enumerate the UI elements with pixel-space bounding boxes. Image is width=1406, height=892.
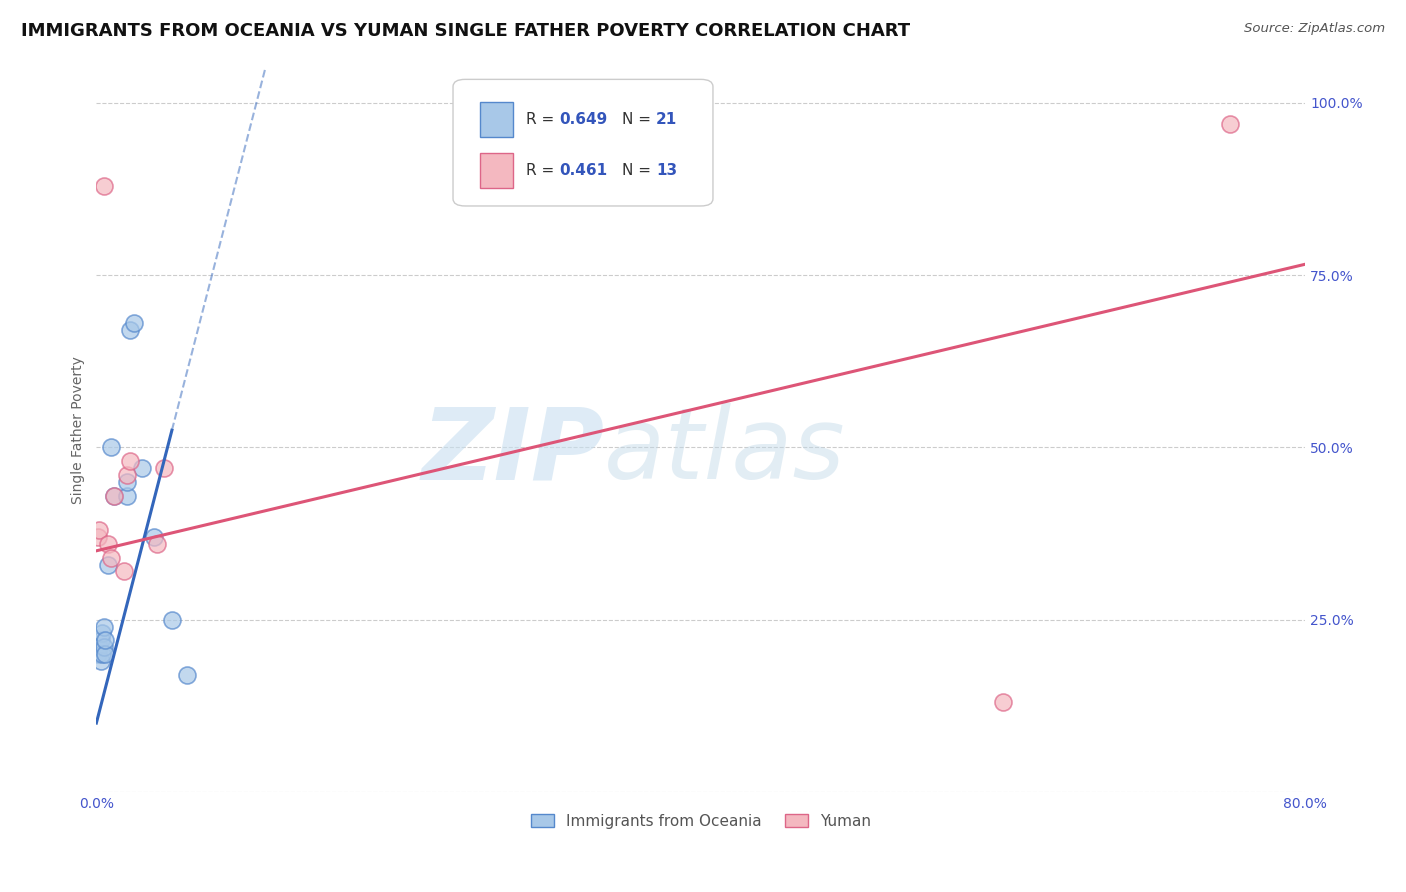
Point bbox=[89, 640, 111, 655]
Point bbox=[115, 489, 138, 503]
Point bbox=[103, 489, 125, 503]
Point bbox=[146, 537, 169, 551]
Text: atlas: atlas bbox=[605, 403, 846, 500]
FancyBboxPatch shape bbox=[479, 153, 513, 187]
Point bbox=[90, 654, 112, 668]
Y-axis label: Single Father Poverty: Single Father Poverty bbox=[72, 356, 86, 504]
FancyBboxPatch shape bbox=[453, 79, 713, 206]
FancyBboxPatch shape bbox=[479, 103, 513, 137]
Text: ZIP: ZIP bbox=[422, 403, 605, 500]
Point bbox=[93, 640, 115, 655]
Point bbox=[122, 317, 145, 331]
Point bbox=[115, 475, 138, 489]
Point bbox=[94, 633, 117, 648]
Point bbox=[112, 565, 135, 579]
Point bbox=[103, 489, 125, 503]
Text: 13: 13 bbox=[657, 162, 678, 178]
Point bbox=[97, 537, 120, 551]
Text: R =: R = bbox=[526, 112, 558, 128]
Text: IMMIGRANTS FROM OCEANIA VS YUMAN SINGLE FATHER POVERTY CORRELATION CHART: IMMIGRANTS FROM OCEANIA VS YUMAN SINGLE … bbox=[21, 22, 910, 40]
Legend: Immigrants from Oceania, Yuman: Immigrants from Oceania, Yuman bbox=[524, 807, 877, 835]
Point bbox=[160, 613, 183, 627]
Point bbox=[142, 530, 165, 544]
Point bbox=[100, 441, 122, 455]
Point bbox=[118, 454, 141, 468]
Point bbox=[94, 647, 117, 661]
Text: 0.461: 0.461 bbox=[560, 162, 607, 178]
Point bbox=[176, 668, 198, 682]
Text: Source: ZipAtlas.com: Source: ZipAtlas.com bbox=[1244, 22, 1385, 36]
Point bbox=[87, 530, 110, 544]
Point bbox=[115, 468, 138, 483]
Point bbox=[991, 695, 1014, 709]
Point bbox=[118, 323, 141, 337]
Text: 21: 21 bbox=[657, 112, 678, 128]
Point bbox=[90, 633, 112, 648]
Point bbox=[93, 178, 115, 193]
Point bbox=[87, 647, 110, 661]
Text: N =: N = bbox=[623, 112, 657, 128]
Point bbox=[1219, 117, 1241, 131]
Text: 0.649: 0.649 bbox=[560, 112, 607, 128]
Point bbox=[91, 647, 114, 661]
Point bbox=[93, 619, 115, 633]
Point bbox=[89, 523, 111, 537]
Text: N =: N = bbox=[623, 162, 657, 178]
Point bbox=[131, 461, 153, 475]
Point bbox=[153, 461, 176, 475]
Point bbox=[97, 558, 120, 572]
Text: R =: R = bbox=[526, 162, 558, 178]
Point bbox=[100, 550, 122, 565]
Point bbox=[91, 626, 114, 640]
